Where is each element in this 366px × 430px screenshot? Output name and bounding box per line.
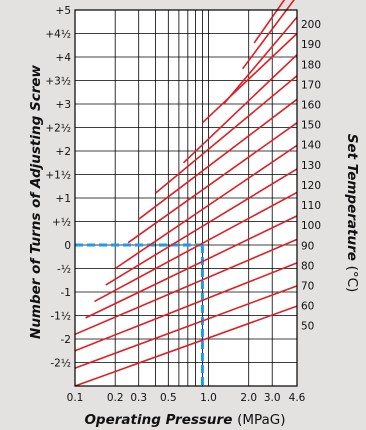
y2-tick-label: 130 <box>301 160 321 172</box>
y-tick-label: +2½ <box>45 123 71 135</box>
temperature-line-60 <box>74 285 298 369</box>
x-tick-label: 1.0 <box>200 392 217 404</box>
plot-frame <box>74 9 298 387</box>
y2-axis-title: Set Temperature (°C) <box>344 134 360 293</box>
y2-tick-label: 170 <box>301 79 321 91</box>
y2-tick-label: 110 <box>301 200 321 212</box>
y-tick-label: +2 <box>56 146 71 158</box>
y-tick-label: +5 <box>56 5 71 17</box>
temperature-line-170 <box>201 32 298 124</box>
y2-tick-label: 120 <box>301 180 321 192</box>
y-tick-label: -2 <box>61 334 71 346</box>
y2-tick-label: 190 <box>301 39 321 51</box>
y-tick-label: +4 <box>56 52 72 64</box>
y2-tick-label: 180 <box>301 59 321 71</box>
temperature-line-190 <box>241 0 295 70</box>
y-tick-label: +4½ <box>45 29 71 41</box>
reference-lines <box>75 243 204 386</box>
temperature-line-80 <box>74 238 298 336</box>
y2-tick-label: 150 <box>301 120 321 132</box>
x-tick-label: 0.2 <box>107 392 124 404</box>
x-tick-label: 0.1 <box>67 392 84 404</box>
y2-tick-label: 90 <box>301 240 314 252</box>
temperature-line-130 <box>127 122 298 244</box>
temperature-line-200 <box>253 0 286 44</box>
y2-tick-label: 160 <box>301 100 321 112</box>
y2-tick-label: 140 <box>301 140 321 152</box>
x-tick-label: 0.5 <box>160 392 177 404</box>
x-tick-label: 0.3 <box>130 392 147 404</box>
x-tick-label: 2.0 <box>240 392 257 404</box>
series-lines <box>74 0 298 387</box>
temperature-line-90 <box>85 215 298 319</box>
tick-labels: +5 +4½ +4 +3½ +3 +2½ +2 +1½ +1 +½ 0 -½ -1 -1½ -2 -2½ 200… <box>45 5 321 404</box>
temperature-line-100 <box>94 191 298 303</box>
temperature-line-50 <box>74 305 298 387</box>
y2-tick-label: 100 <box>301 220 321 232</box>
y2-tick-label: 70 <box>301 280 314 292</box>
y-tick-label: -1 <box>61 287 71 299</box>
y2-tick-label: 60 <box>301 301 314 313</box>
y-tick-label: -½ <box>57 264 71 276</box>
y-axis-title: Number of Turns of Adjusting Screw <box>28 64 44 338</box>
y-tick-label: -1½ <box>50 311 71 323</box>
plot-border <box>74 9 298 387</box>
x-axis-title: Operating Pressure (MPaG) <box>84 412 285 428</box>
y-tick-label: +½ <box>52 217 71 229</box>
x-axis-title-text: Operating Pressure <box>84 412 232 428</box>
y2-tick-label: 80 <box>301 260 314 272</box>
x-axis-unit: (MPaG) <box>237 412 285 428</box>
temperature-line-70 <box>74 262 298 352</box>
y2-axis-title-text: Set Temperature <box>344 134 360 261</box>
temperature-line-180 <box>223 16 298 105</box>
y2-tick-label: 50 <box>301 321 314 333</box>
temperature-line-160 <box>182 54 298 164</box>
y2-axis-unit: (°C) <box>344 266 360 293</box>
temperature-line-150 <box>154 75 298 194</box>
y-tick-label: 0 <box>64 240 71 252</box>
y2-tick-label: 200 <box>301 19 321 31</box>
x-tick-label: 3.0 <box>264 392 281 404</box>
y-tick-label: -2½ <box>50 358 71 370</box>
y-tick-label: +1½ <box>45 170 71 182</box>
y-tick-label: +3½ <box>45 76 71 88</box>
y-tick-label: +3 <box>56 99 71 111</box>
y-tick-label: +1 <box>56 193 71 205</box>
temperature-line-110 <box>105 168 298 286</box>
temperature-line-120 <box>114 144 298 270</box>
x-tick-label: 4.6 <box>289 392 306 404</box>
temperature-line-140 <box>138 98 298 220</box>
